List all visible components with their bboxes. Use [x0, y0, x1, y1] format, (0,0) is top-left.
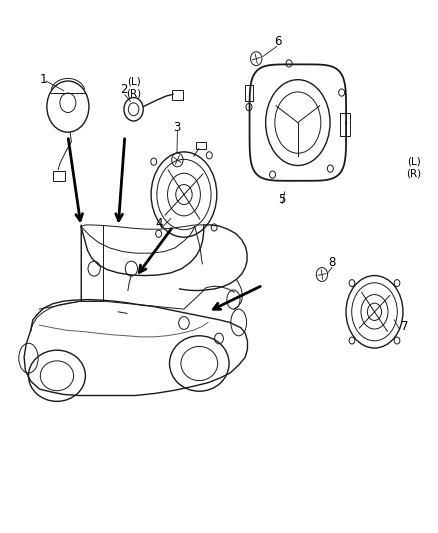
FancyBboxPatch shape	[245, 85, 253, 101]
Text: 8: 8	[328, 256, 336, 270]
Text: 1: 1	[39, 72, 47, 86]
Text: 3: 3	[173, 120, 180, 134]
Text: (L): (L)	[407, 157, 421, 166]
Text: (R): (R)	[126, 88, 141, 98]
Text: 6: 6	[274, 35, 281, 49]
Text: (R): (R)	[406, 168, 421, 178]
Text: 7: 7	[401, 320, 408, 334]
FancyBboxPatch shape	[340, 112, 350, 136]
FancyBboxPatch shape	[172, 90, 183, 100]
FancyBboxPatch shape	[196, 142, 206, 149]
Text: 5: 5	[278, 192, 286, 206]
Text: (L): (L)	[127, 77, 141, 86]
FancyBboxPatch shape	[53, 171, 65, 181]
Text: 4: 4	[155, 216, 163, 230]
Text: 2: 2	[120, 83, 128, 96]
